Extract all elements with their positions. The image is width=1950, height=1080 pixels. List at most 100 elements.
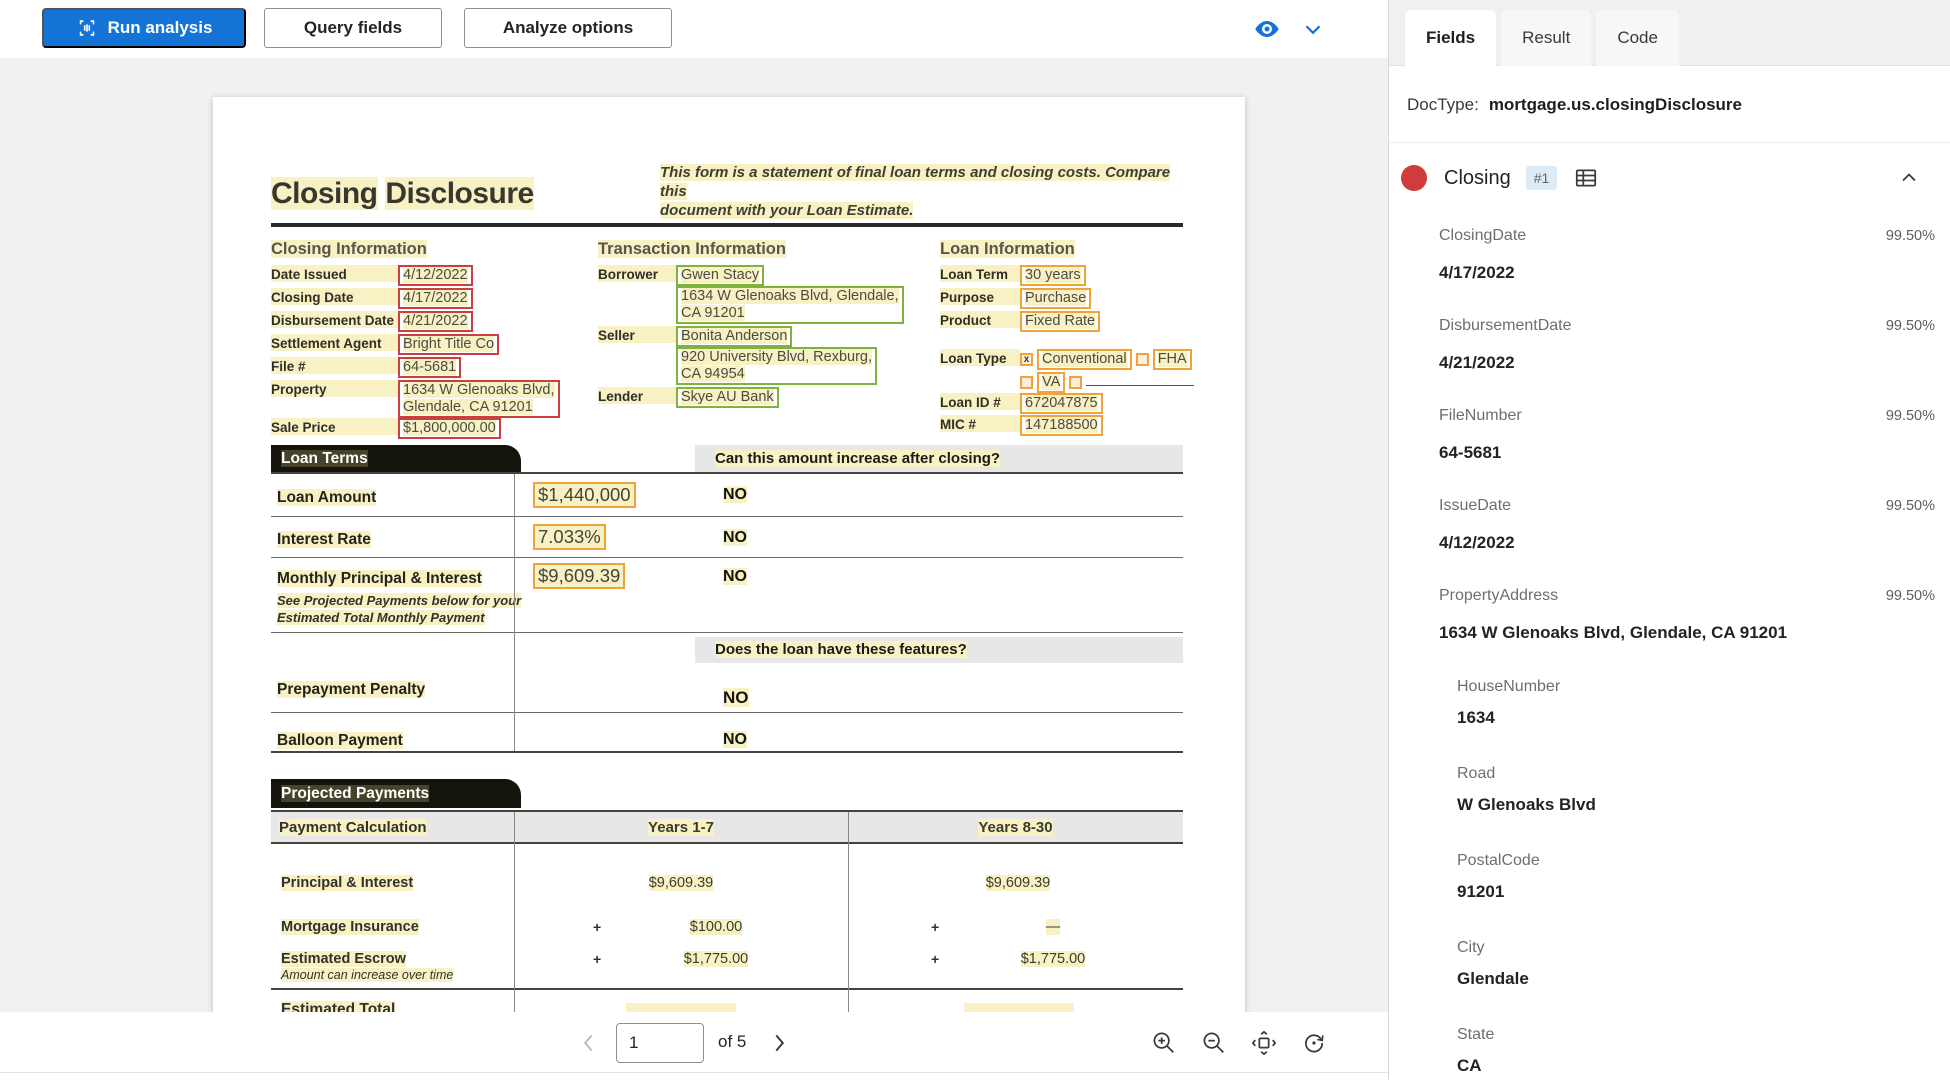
tab-code[interactable]: Code xyxy=(1596,10,1679,66)
monthly-pi-value-box[interactable]: $9,609.39 xyxy=(533,563,626,589)
plus-sign: + xyxy=(931,919,940,935)
doc-field-label: Settlement Agent xyxy=(271,334,398,351)
doc-field-value-box[interactable]: Bonita Anderson xyxy=(676,326,793,347)
checkbox-unchecked xyxy=(1069,375,1083,389)
viewer-bottom-toolbar: of 5 xyxy=(0,1012,1388,1080)
balloon-payment-label: Balloon Payment xyxy=(277,732,403,749)
doc-field-value-box[interactable]: Conventional xyxy=(1037,349,1132,370)
doc-field-value-box[interactable]: VA xyxy=(1037,372,1066,393)
preview-eye-icon[interactable] xyxy=(1252,14,1282,44)
estimated-escrow-note: Amount can increase over time xyxy=(281,968,454,982)
analyze-options-button[interactable]: Analyze options xyxy=(464,8,672,48)
doc-field-value-box[interactable]: Bright Title Co xyxy=(398,334,500,355)
years-1-7-header: Years 1-7 xyxy=(648,819,714,836)
top-toolbar: Run analysis Query fields Analyze option… xyxy=(0,0,1388,58)
doc-field-value-box[interactable]: 4/21/2022 xyxy=(398,311,473,332)
mortgage-insurance-label: Mortgage Insurance xyxy=(281,919,419,935)
document-page[interactable]: Closing Disclosure This form is a statem… xyxy=(213,97,1245,1012)
mortgage-insurance-y17: $100.00 xyxy=(689,919,743,935)
monthly-pi-label: Monthly Principal & Interest xyxy=(277,570,482,587)
doc-field-value-box[interactable]: FHA xyxy=(1152,349,1192,370)
blank-line xyxy=(1086,374,1195,386)
doc-field-label: Loan Type xyxy=(940,349,1020,366)
doc-field-value-box[interactable]: 147188500 xyxy=(1020,415,1103,436)
doc-field-value-box[interactable]: Gwen Stacy xyxy=(676,265,765,286)
field-DisbursementDate[interactable]: DisbursementDate 99.50% 4/21/2022 xyxy=(1389,302,1950,392)
loan-amount-value-box[interactable]: $1,440,000 xyxy=(533,482,636,508)
page-number-input[interactable] xyxy=(616,1023,704,1063)
field-value: CA xyxy=(1457,1056,1482,1075)
zoom-in-icon[interactable] xyxy=(1150,1029,1178,1057)
field-FileNumber[interactable]: FileNumber 99.50% 64-5681 xyxy=(1389,392,1950,482)
field-name: DisbursementDate xyxy=(1439,317,1572,334)
doc-field-label: Loan ID # xyxy=(940,393,1020,410)
field-value: 1634 W Glenoaks Blvd, Glendale, CA 91201 xyxy=(1439,623,1788,642)
doc-field-label: Borrower xyxy=(598,265,676,282)
field-Road[interactable]: Road W Glenoaks Blvd xyxy=(1389,749,1950,836)
doc-field-value-box[interactable]: 1634 W Glenoaks Blvd, Glendale, CA 91201 xyxy=(676,286,904,324)
run-analysis-button[interactable]: Run analysis xyxy=(42,8,246,48)
field-name: FileNumber xyxy=(1439,407,1522,424)
tab-result[interactable]: Result xyxy=(1501,10,1592,66)
field-value: 91201 xyxy=(1457,882,1505,901)
doc-field-value-box[interactable]: Purchase xyxy=(1020,288,1092,309)
doc-field-value-box[interactable]: Skye AU Bank xyxy=(676,387,779,408)
doc-field-value-box[interactable]: $1,800,000.00 xyxy=(398,418,501,439)
rotate-icon[interactable] xyxy=(1300,1029,1328,1057)
balloon-payment-answer: NO xyxy=(723,731,747,748)
checkbox-checked: x xyxy=(1020,352,1033,366)
field-State[interactable]: State CA xyxy=(1389,1010,1950,1080)
prepayment-penalty-answer: NO xyxy=(723,688,749,707)
field-confidence: 99.50% xyxy=(1885,588,1935,604)
monthly-pi-note-2: Estimated Total Monthly Payment xyxy=(277,610,485,625)
collapse-chevron-up-icon[interactable] xyxy=(1897,166,1921,190)
field-ClosingDate[interactable]: ClosingDate 99.50% 4/17/2022 xyxy=(1389,212,1950,302)
plus-sign: + xyxy=(593,951,602,967)
field-City[interactable]: City Glendale xyxy=(1389,923,1950,1010)
tab-fields[interactable]: Fields xyxy=(1405,10,1497,66)
doc-field-label: Date Issued xyxy=(271,265,398,282)
field-HouseNumber[interactable]: HouseNumber 1634 xyxy=(1389,662,1950,749)
doc-field-value-box[interactable]: 1634 W Glenoaks Blvd, Glendale, CA 91201 xyxy=(398,380,560,418)
doc-field-value-box[interactable]: 920 University Blvd, Rexburg, CA 94954 xyxy=(676,347,877,385)
doc-field-value-box[interactable]: 64-5681 xyxy=(398,357,462,378)
closing-group-header[interactable]: Closing #1 xyxy=(1389,150,1950,206)
doctype-label: DocType: xyxy=(1407,94,1479,114)
loan-terms-header: Loan Terms xyxy=(271,445,521,472)
field-name: IssueDate xyxy=(1439,497,1512,514)
field-name: PostalCode xyxy=(1457,852,1540,869)
fit-to-page-icon[interactable] xyxy=(1250,1029,1278,1057)
doc-field-value-box[interactable]: 4/12/2022 xyxy=(398,265,473,286)
field-value: 4/21/2022 xyxy=(1439,353,1515,372)
doc-field-label: Closing Date xyxy=(271,288,398,305)
field-PostalCode[interactable]: PostalCode 91201 xyxy=(1389,836,1950,923)
query-fields-button[interactable]: Query fields xyxy=(264,8,442,48)
doc-field-value-box[interactable]: 672047875 xyxy=(1020,393,1103,414)
next-page-icon[interactable] xyxy=(766,1030,792,1056)
previous-page-icon[interactable] xyxy=(576,1030,602,1056)
field-PropertyAddress[interactable]: PropertyAddress 99.50% 1634 W Glenoaks Blv… xyxy=(1389,572,1950,662)
doc-field-value-box[interactable]: 4/17/2022 xyxy=(398,288,473,309)
closing-information-column: Date Issued 4/12/2022 Closing Date 4/17/202… xyxy=(271,265,591,441)
field-value: Glendale xyxy=(1457,969,1529,988)
loan-amount-label: Loan Amount xyxy=(277,489,377,506)
field-IssueDate[interactable]: IssueDate 99.50% 4/12/2022 xyxy=(1389,482,1950,572)
interest-rate-label: Interest Rate xyxy=(277,531,371,548)
doc-divider xyxy=(271,223,1183,227)
interest-rate-answer: NO xyxy=(723,529,747,546)
page-count-label: of 5 xyxy=(718,1032,747,1051)
doc-field-value-box[interactable]: Fixed Rate xyxy=(1020,311,1101,332)
group-color-dot xyxy=(1401,165,1427,191)
closing-information-header: Closing Information xyxy=(271,240,427,258)
zoom-out-icon[interactable] xyxy=(1200,1029,1228,1057)
doc-field-value-box[interactable]: 30 years xyxy=(1020,265,1086,286)
table-view-icon[interactable] xyxy=(1573,165,1599,191)
chevron-down-icon[interactable] xyxy=(1300,16,1326,42)
field-value: 64-5681 xyxy=(1439,443,1502,462)
field-value: 1634 xyxy=(1457,708,1495,727)
interest-rate-value-box[interactable]: 7.033% xyxy=(533,524,606,550)
doc-field-label: Disbursement Date xyxy=(271,311,398,328)
projected-payments-header: Projected Payments xyxy=(271,779,521,808)
plus-sign: + xyxy=(593,919,602,935)
estimated-escrow-label: Estimated Escrow xyxy=(281,951,406,967)
